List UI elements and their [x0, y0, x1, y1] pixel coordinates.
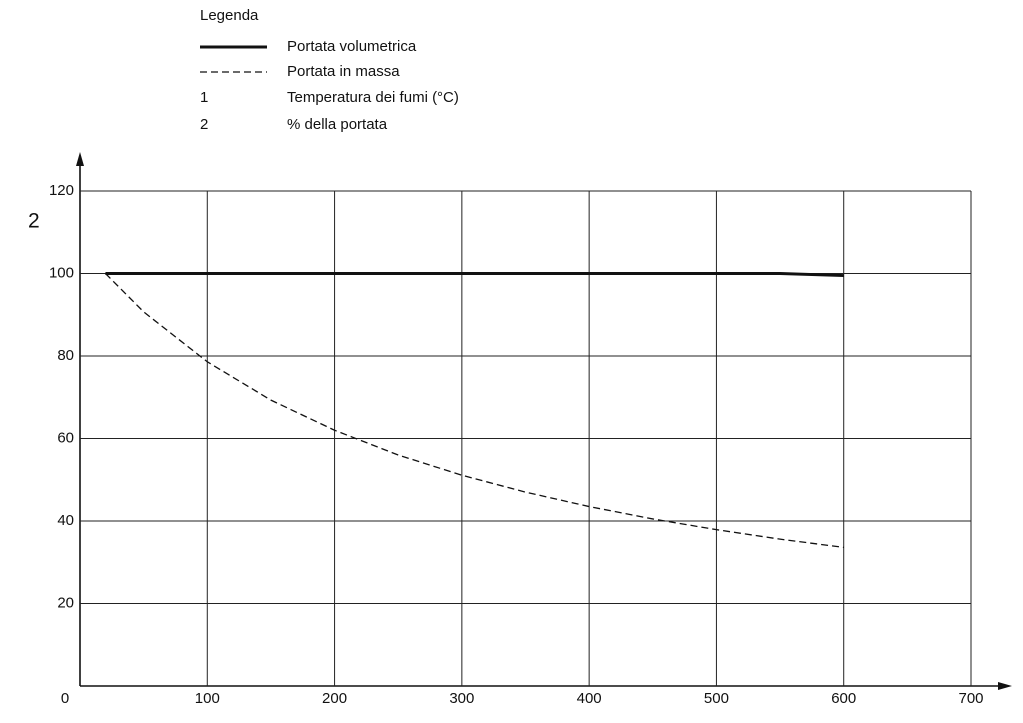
y-tick-label: 60 — [57, 429, 74, 446]
y-tick-label: 120 — [49, 182, 74, 199]
x-tick-label: 600 — [831, 690, 856, 707]
y-tick-label: 100 — [49, 264, 74, 281]
x-tick-label: 0 — [61, 690, 69, 707]
y-axis-label: 2 — [28, 210, 40, 233]
legend-key-label: % della portata — [287, 116, 388, 133]
y-axis-arrow — [76, 152, 84, 166]
legend-label: Portata volumetrica — [287, 38, 417, 55]
x-tick-label: 200 — [322, 690, 347, 707]
x-tick-label: 700 — [958, 690, 983, 707]
legend-key: 1 — [200, 89, 208, 106]
legend-key-label: Temperatura dei fumi (°C) — [287, 89, 459, 106]
series-line — [104, 273, 844, 549]
legend-title: Legenda — [200, 7, 259, 24]
y-tick-label: 40 — [57, 512, 74, 529]
x-axis-arrow — [998, 682, 1012, 690]
x-tick-label: 300 — [449, 690, 474, 707]
y-tick-label: 20 — [57, 594, 74, 611]
x-tick-label: 400 — [577, 690, 602, 707]
x-tick-label: 500 — [704, 690, 729, 707]
y-tick-label: 80 — [57, 347, 74, 364]
legend-key: 2 — [200, 116, 208, 133]
series-line — [105, 272, 844, 278]
x-tick-label: 100 — [195, 690, 220, 707]
legend-label: Portata in massa — [287, 63, 400, 80]
